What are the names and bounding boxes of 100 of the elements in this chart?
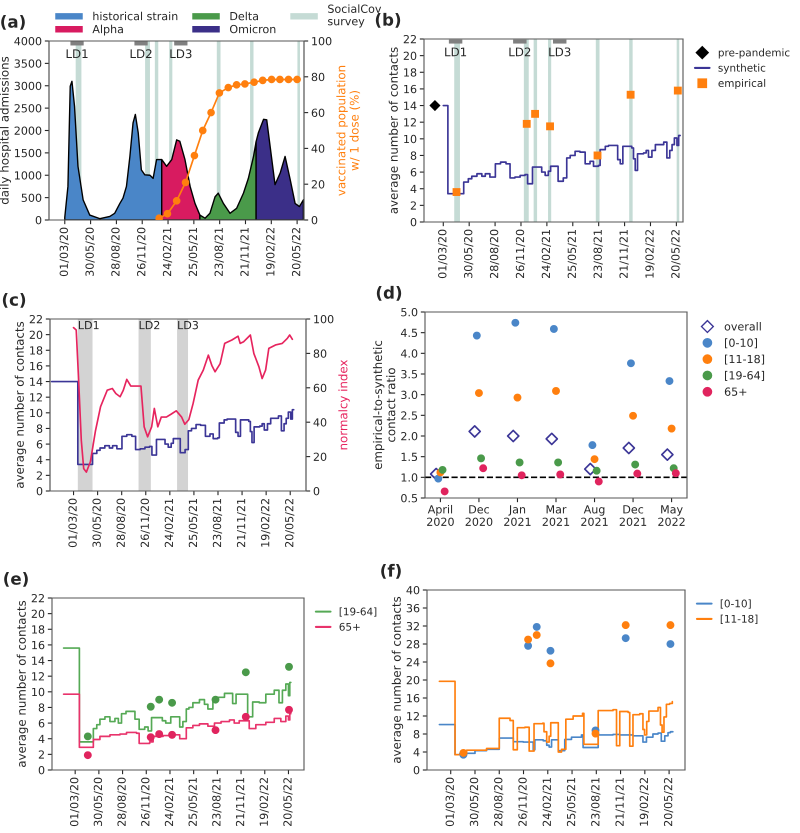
y-tick-label: 4.0 [400,349,418,358]
y-tick-label: 8 [36,424,42,433]
x-tick-label: 23/08/21 [594,230,603,278]
x-tick-label: 28/08/20 [117,778,127,826]
chart-title: (e) [4,572,28,587]
legend-label: Delta [230,12,258,20]
x-tick-label: 25/05/21 [188,778,198,826]
y-tick-label: 14 [32,656,44,665]
x-tick-label: 30/05/20 [85,228,95,276]
y2-tick-label: 60 [314,384,326,392]
point [172,197,180,205]
x-tick-label: 19/02/22 [640,778,649,826]
point [284,76,292,84]
band-label: LD3 [178,320,198,330]
y2-axis-title: normalcy index [338,360,350,450]
legend-label: historical strain [93,12,178,20]
y-tick-label: 1.5 [402,452,418,462]
point [212,696,220,704]
x-tick-label: 20/05/22 [283,778,293,826]
x-tick-label: 21/11/21 [615,778,625,826]
y-tick-label: 20 [406,676,420,684]
y-tick-label: 32 [406,622,419,630]
legend-label: overall [724,322,761,331]
y2-tick-label: 80 [312,72,324,82]
x-tick-label: 30/05/20 [92,498,102,547]
y2-axis-title: vaccinated population w/ 1 dose (%) [336,66,360,196]
annotation: LD3 [549,47,570,56]
x-tick-label: 01/03/20 [438,230,448,278]
point [146,702,155,711]
chart-title: (f) [381,564,401,579]
chart-title: (a) [1,14,25,30]
y-tick-label: 12 [32,672,44,680]
chart-title: (d) [376,286,402,301]
y2-tick-label: 20 [312,180,324,189]
x-tick-label: Mar 2021 [542,505,570,526]
y-tick-label: 4.5 [400,328,418,338]
annotation: LD2 [509,47,530,56]
y2-tick-label: 100 [312,36,332,46]
x-tick-label: 01/03/20 [60,228,69,276]
y-tick-label: 18 [32,625,44,634]
x-tick-label: Dec 2020 [466,505,492,526]
y-tick-label: 2 [38,750,44,759]
y-tick-label: 40 [406,586,420,594]
x-tick-label: 25/05/21 [568,230,577,278]
point [212,726,220,734]
y-tick-label: 0 [414,766,420,774]
legend-label: [0-10] [725,338,757,348]
y2-tick-label: 100 [314,314,334,324]
y2-tick-label: 40 [313,418,326,427]
x-tick-label: 25/05/21 [188,498,198,548]
legend-label: [19-64] [725,370,764,381]
y-tick-label: 3500 [14,59,42,68]
point [546,122,554,130]
y-tick-label: 20 [32,610,44,618]
x-tick-label: 01/03/20 [70,778,80,826]
x-tick-label: 28/08/20 [494,778,504,826]
y-tick-label: 2 [36,471,42,480]
y-tick-label: 28 [406,640,420,648]
point [276,76,284,84]
point [268,76,276,84]
x-tick-label: April 2020 [427,504,454,526]
y-tick-label: 4000 [14,36,42,46]
x-tick-label: Aug 2021 [581,505,608,526]
x-tick-label: 30/05/20 [94,778,103,826]
chart-title: (c) [2,292,26,308]
x-tick-label: 30/05/20 [470,778,480,826]
x-tick-label: 28/08/20 [111,228,121,276]
x-tick-label: 20/05/22 [671,230,680,278]
x-tick-label: 23/08/21 [212,778,222,826]
y-tick-label: 18 [404,68,416,77]
y-tick-label: 22 [32,594,44,602]
y-tick-label: 16 [404,84,416,94]
y-tick-label: 3.0 [401,390,418,400]
point [207,108,215,116]
x-tick-label: 19/02/22 [260,778,269,826]
point [168,730,176,739]
y-tick-label: 1500 [15,148,42,158]
y-tick-label: 4 [36,456,42,464]
point [232,81,240,89]
point [594,152,602,160]
y-tick-label: 2 [410,201,416,210]
y-tick-label: 500 [22,194,42,202]
y-tick-label: 3.5 [401,370,418,378]
x-tick-label: 21/11/21 [236,778,246,826]
y-tick-label: 3000 [14,82,42,90]
x-tick-label: May 2022 [658,505,685,526]
y-tick-label: 24 [406,658,420,666]
y-tick-label: 14 [30,378,42,386]
y-tick-label: 12 [30,393,42,402]
y-axis-title: average number of contacts [14,322,26,488]
point [674,86,682,94]
y-tick-label: 16 [407,694,420,702]
legend-label: [11-18] [725,354,764,365]
y-axis-title: average number of contacts [388,47,400,214]
annotation: LD1 [445,48,466,56]
y-tick-label: 6 [36,440,42,448]
legend-label: 65+ [724,387,746,396]
point [250,78,258,86]
y-axis-title: daily hospital admissions [0,56,11,204]
y2-tick-label: 0 [314,486,320,496]
